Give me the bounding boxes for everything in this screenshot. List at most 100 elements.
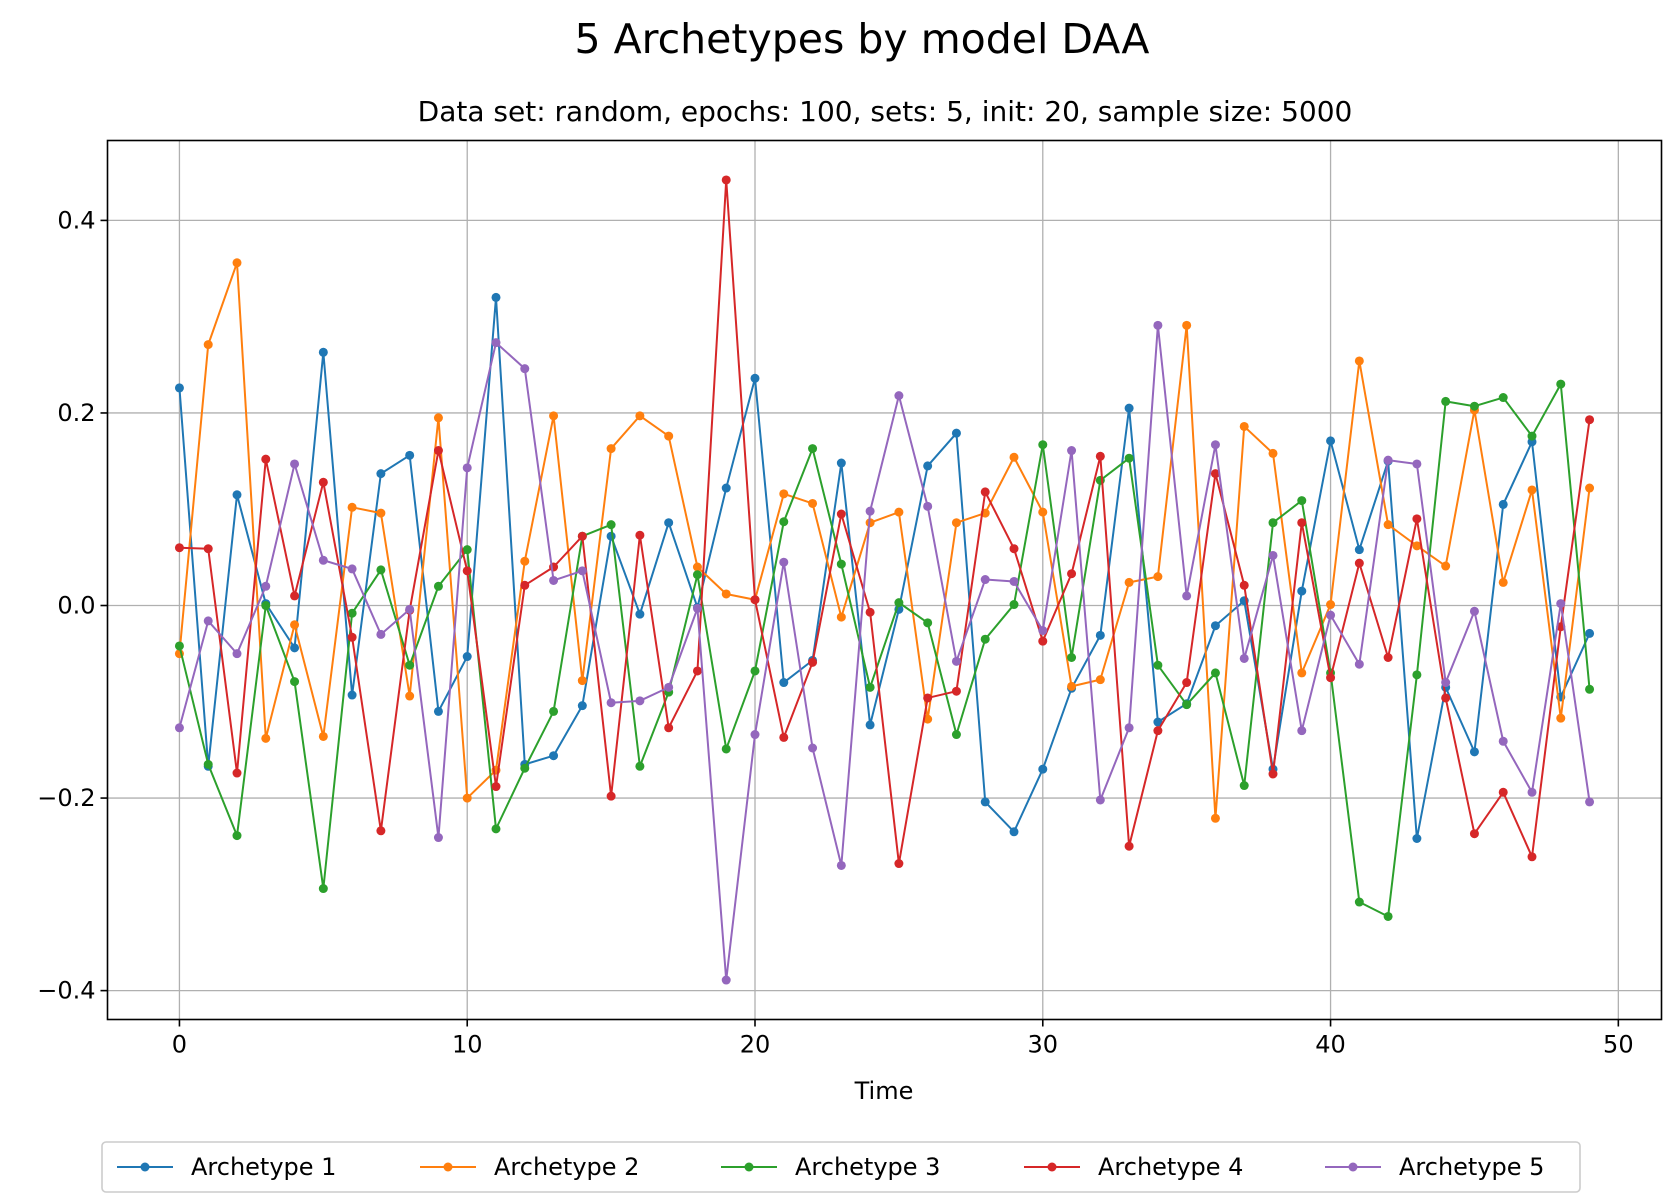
data-point bbox=[203, 616, 213, 626]
data-point bbox=[1182, 591, 1192, 601]
data-point bbox=[174, 543, 184, 553]
data-point bbox=[1585, 483, 1595, 493]
data-point bbox=[1009, 600, 1019, 610]
data-point bbox=[664, 431, 674, 441]
legend-item-archetype-3: Archetype 3 bbox=[721, 1153, 940, 1181]
data-point bbox=[606, 698, 616, 708]
data-point bbox=[865, 506, 875, 516]
data-point bbox=[433, 413, 443, 423]
data-point bbox=[836, 509, 846, 519]
series-archetype-4 bbox=[174, 175, 1595, 869]
data-point bbox=[1326, 610, 1336, 620]
data-point bbox=[290, 643, 300, 653]
series-line bbox=[178, 324, 1591, 982]
data-point bbox=[836, 860, 846, 870]
data-point bbox=[1124, 577, 1134, 587]
data-point bbox=[721, 589, 731, 599]
data-point bbox=[318, 347, 328, 357]
data-point bbox=[203, 759, 213, 769]
data-point bbox=[520, 580, 530, 590]
data-point bbox=[405, 450, 415, 460]
data-point bbox=[1210, 469, 1220, 479]
chart-subtitle: Data set: random, epochs: 100, sets: 5, … bbox=[418, 95, 1353, 128]
data-point bbox=[980, 487, 990, 497]
data-point bbox=[750, 666, 760, 676]
data-point bbox=[1412, 541, 1422, 551]
data-point bbox=[318, 477, 328, 487]
data-point bbox=[836, 559, 846, 569]
data-point bbox=[635, 411, 645, 421]
data-point bbox=[692, 666, 702, 676]
x-tick-label: 50 bbox=[1603, 1031, 1634, 1059]
data-point bbox=[433, 833, 443, 843]
data-point bbox=[203, 340, 213, 350]
legend-label: Archetype 3 bbox=[795, 1153, 940, 1181]
data-point bbox=[1210, 621, 1220, 631]
data-point bbox=[808, 444, 818, 454]
data-point bbox=[1182, 678, 1192, 688]
data-point bbox=[951, 686, 961, 696]
data-point bbox=[1153, 717, 1163, 727]
data-point bbox=[261, 454, 271, 464]
data-point bbox=[290, 459, 300, 469]
data-point bbox=[232, 831, 242, 841]
data-point bbox=[1124, 723, 1134, 733]
data-point bbox=[232, 768, 242, 778]
data-point bbox=[606, 791, 616, 801]
data-point bbox=[1067, 569, 1077, 579]
data-point bbox=[1038, 636, 1048, 646]
x-tick-label: 0 bbox=[172, 1031, 187, 1059]
x-tick-label: 30 bbox=[1028, 1031, 1059, 1059]
data-point bbox=[1210, 440, 1220, 450]
data-point bbox=[1297, 518, 1307, 528]
data-point bbox=[865, 682, 875, 692]
data-point bbox=[549, 411, 559, 421]
data-point bbox=[174, 723, 184, 733]
data-point bbox=[290, 677, 300, 687]
data-point bbox=[347, 608, 357, 618]
data-point bbox=[491, 782, 501, 792]
data-point bbox=[174, 641, 184, 651]
legend-swatch-marker bbox=[1047, 1162, 1057, 1172]
data-point bbox=[1498, 736, 1508, 746]
x-tick-label: 40 bbox=[1315, 1031, 1346, 1059]
data-point bbox=[347, 564, 357, 574]
y-tick-label: −0.2 bbox=[37, 784, 95, 812]
data-point bbox=[808, 498, 818, 508]
data-point bbox=[1527, 787, 1537, 797]
data-point bbox=[1210, 813, 1220, 823]
data-point bbox=[894, 391, 904, 401]
data-point bbox=[1297, 726, 1307, 736]
data-point bbox=[347, 502, 357, 512]
x-axis: 0 10 20 30 40 50 bbox=[172, 1019, 1634, 1059]
data-point bbox=[894, 507, 904, 517]
data-point bbox=[1441, 693, 1451, 703]
data-point bbox=[549, 706, 559, 716]
data-point bbox=[951, 730, 961, 740]
data-point bbox=[1038, 626, 1048, 636]
data-point bbox=[232, 258, 242, 268]
data-point bbox=[376, 469, 386, 479]
grid bbox=[107, 140, 1662, 1020]
data-point bbox=[232, 649, 242, 659]
data-point bbox=[433, 581, 443, 591]
data-point bbox=[1153, 726, 1163, 736]
chart-title: 5 Archetypes by model DAA bbox=[575, 15, 1150, 63]
x-tick-label: 10 bbox=[452, 1031, 483, 1059]
data-point bbox=[750, 373, 760, 383]
data-point bbox=[1095, 795, 1105, 805]
data-point bbox=[1009, 827, 1019, 837]
data-point bbox=[692, 562, 702, 572]
data-point bbox=[692, 603, 702, 613]
data-point bbox=[1469, 747, 1479, 757]
data-point bbox=[290, 591, 300, 601]
y-tick-label: 0.4 bbox=[57, 206, 95, 234]
data-point bbox=[1354, 897, 1364, 907]
data-point bbox=[808, 657, 818, 667]
data-point bbox=[1556, 713, 1566, 723]
data-point bbox=[980, 634, 990, 644]
data-point bbox=[318, 884, 328, 894]
data-point bbox=[1124, 403, 1134, 413]
data-point bbox=[1038, 764, 1048, 774]
data-point bbox=[1441, 396, 1451, 406]
